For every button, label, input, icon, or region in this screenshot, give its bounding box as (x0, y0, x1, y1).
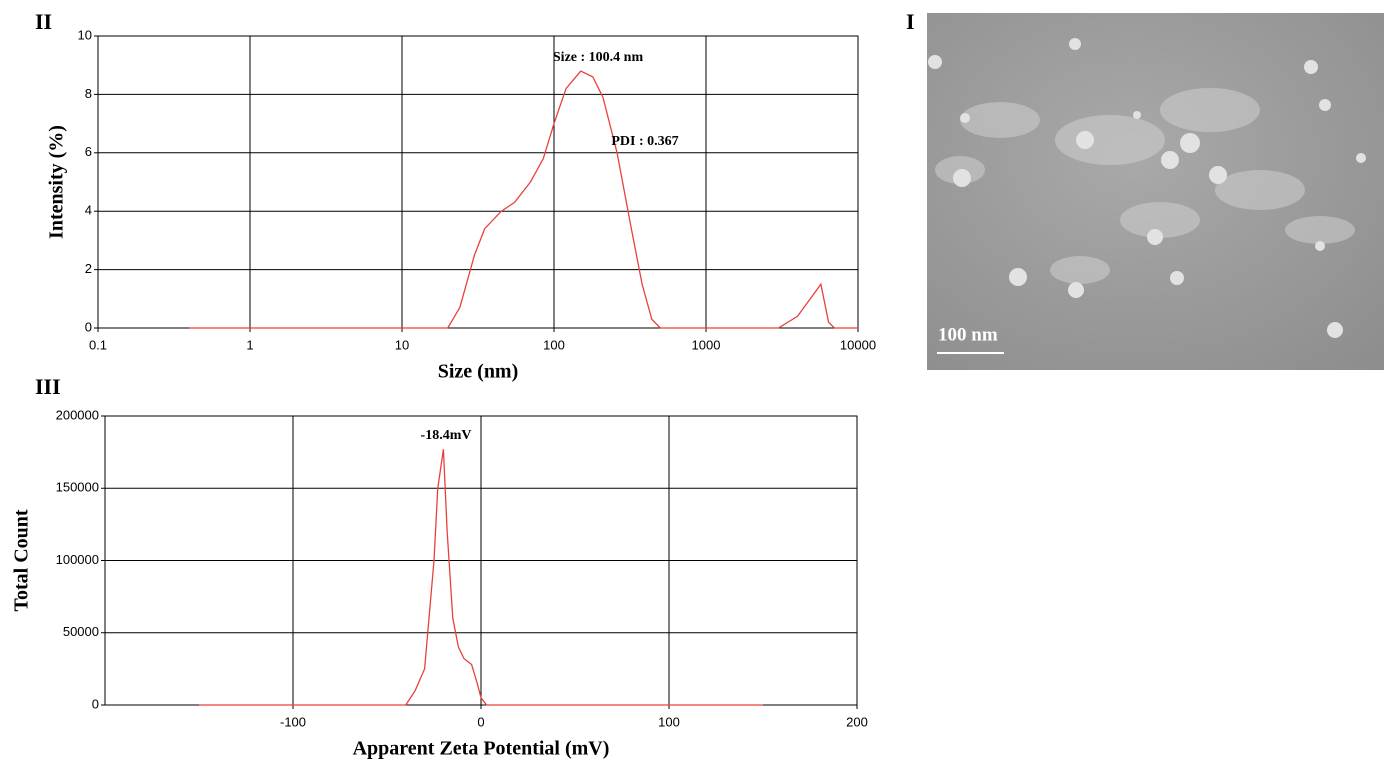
tem-image (927, 13, 1384, 370)
y-tick-label: 100000 (56, 552, 99, 567)
annotation: Size : 100.4 nm (553, 50, 644, 65)
y-tick-label: 0 (85, 319, 92, 334)
y-axis-title: Intensity (%) (46, 125, 68, 239)
x-axis-title: Apparent Zeta Potential (mV) (353, 738, 610, 760)
y-tick-label: 50000 (63, 624, 99, 639)
y-tick-label: 200000 (56, 407, 99, 422)
y-tick-label: 6 (85, 144, 92, 159)
x-tick-label: 10000 (840, 337, 876, 352)
data-line (190, 71, 858, 328)
figure: I 100 nm II02468100.1110100100010000Size… (0, 0, 1387, 772)
x-tick-label: 10 (395, 337, 409, 352)
annotation: PDI : 0.367 (611, 134, 678, 149)
y-tick-label: 150000 (56, 480, 99, 495)
panel-label: III (35, 374, 61, 399)
y-tick-label: 10 (78, 27, 92, 42)
x-axis-title: Size (nm) (438, 361, 519, 383)
y-tick-label: 4 (85, 203, 92, 218)
x-tick-label: 200 (846, 714, 868, 729)
y-axis-title: Total Count (11, 509, 33, 611)
y-tick-label: 2 (85, 261, 92, 276)
x-tick-label: 100 (658, 714, 680, 729)
plot-area (98, 36, 858, 328)
x-tick-label: 0.1 (89, 337, 107, 352)
panel-label: II (35, 9, 52, 34)
x-tick-label: 1000 (692, 337, 721, 352)
x-tick-label: 100 (543, 337, 565, 352)
y-tick-label: 8 (85, 86, 92, 101)
x-tick-label: 0 (477, 714, 484, 729)
annotation: -18.4mV (421, 428, 472, 443)
panel-label: I (906, 9, 915, 34)
x-tick-label: 1 (246, 337, 253, 352)
x-tick-label: -100 (280, 714, 306, 729)
scale-bar-label: 100 nm (938, 324, 998, 345)
y-tick-label: 0 (92, 696, 99, 711)
